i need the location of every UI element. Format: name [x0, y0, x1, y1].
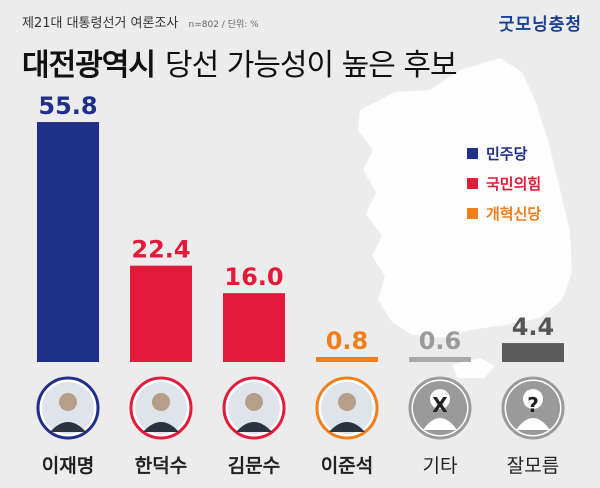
avatar-symbol: ?: [527, 393, 539, 417]
sample-note: n=802 / 단위: %: [188, 20, 259, 30]
legend: 민주당 국민의힘 개혁신당: [467, 140, 541, 230]
legend-swatch: [467, 147, 478, 159]
value-label: 22.4: [131, 236, 190, 264]
value-label: 55.8: [38, 92, 97, 120]
category-label: 이준석: [321, 455, 373, 477]
page-title: 대전광역시 당선 가능성이 높은 후보: [22, 40, 458, 84]
value-label: 16.0: [224, 263, 283, 291]
legend-swatch: [467, 207, 478, 219]
photo-suit: [50, 422, 86, 432]
title-text: 당선 가능성이 높은 후보: [165, 48, 458, 83]
bar-3: [316, 357, 378, 362]
category-label: 잘모름: [507, 455, 559, 477]
legend-item: 민주당: [467, 140, 541, 166]
avatar-symbol: X: [432, 393, 448, 417]
bar-1: [130, 265, 192, 362]
bar-4: [409, 357, 471, 362]
legend-item: 국민의힘: [467, 170, 541, 196]
survey-subtitle: 제21대 대통령선거 여론조사 n=802 / 단위: %: [22, 12, 259, 31]
legend-swatch: [467, 177, 478, 189]
photo-head: [338, 393, 356, 411]
person-head: [430, 389, 450, 409]
bar-2: [223, 293, 285, 362]
title-region: 대전광역시: [22, 48, 156, 83]
category-label: 한덕수: [135, 455, 187, 477]
category-label: 이재명: [42, 455, 94, 477]
bar-0: [37, 122, 99, 362]
photo-head: [152, 393, 170, 411]
legend-label: 민주당: [486, 144, 528, 163]
bar-5: [502, 343, 564, 362]
legend-item: 개혁신당: [467, 200, 541, 226]
category-label: 김문수: [228, 455, 280, 477]
photo-suit: [329, 422, 365, 432]
brand-logo: 굿모닝충청: [498, 15, 582, 35]
person-head: [523, 389, 543, 409]
photo-head: [245, 393, 263, 411]
person-body: [423, 418, 457, 430]
subtitle-text: 제21대 대통령선거 여론조사: [22, 16, 179, 31]
value-label: 0.8: [326, 327, 369, 355]
person-body: [516, 418, 550, 430]
photo-head: [59, 393, 77, 411]
photo-suit: [236, 422, 272, 432]
value-label: 4.4: [512, 313, 555, 341]
legend-label: 국민의힘: [486, 174, 542, 193]
legend-label: 개혁신당: [486, 204, 542, 223]
photo-suit: [143, 422, 179, 432]
value-label: 0.6: [419, 327, 462, 355]
category-label: 기타: [423, 455, 458, 477]
